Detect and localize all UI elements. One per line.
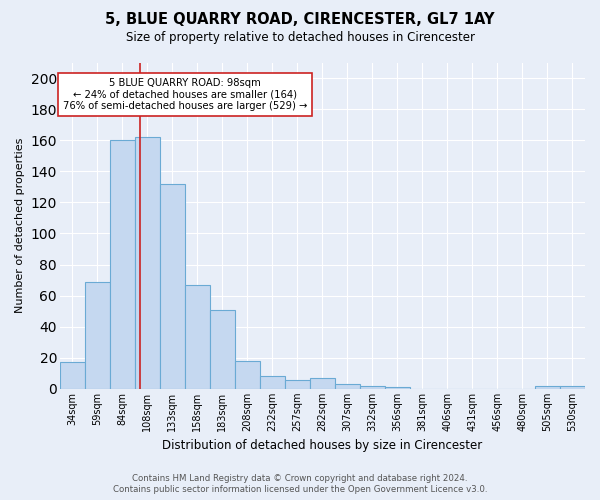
Bar — [260, 376, 285, 389]
X-axis label: Distribution of detached houses by size in Cirencester: Distribution of detached houses by size … — [162, 440, 482, 452]
Bar — [560, 386, 585, 389]
Bar — [535, 386, 560, 389]
Text: 5, BLUE QUARRY ROAD, CIRENCESTER, GL7 1AY: 5, BLUE QUARRY ROAD, CIRENCESTER, GL7 1A… — [105, 12, 495, 28]
Bar — [60, 362, 85, 389]
Text: Size of property relative to detached houses in Cirencester: Size of property relative to detached ho… — [125, 31, 475, 44]
Text: Contains HM Land Registry data © Crown copyright and database right 2024.
Contai: Contains HM Land Registry data © Crown c… — [113, 474, 487, 494]
Bar — [360, 386, 385, 389]
Bar — [235, 361, 260, 389]
Bar — [210, 310, 235, 389]
Bar — [110, 140, 135, 389]
Y-axis label: Number of detached properties: Number of detached properties — [15, 138, 25, 314]
Bar — [135, 137, 160, 389]
Bar — [285, 380, 310, 389]
Bar — [335, 384, 360, 389]
Bar — [310, 378, 335, 389]
Bar — [160, 184, 185, 389]
Bar — [85, 282, 110, 389]
Text: 5 BLUE QUARRY ROAD: 98sqm
← 24% of detached houses are smaller (164)
76% of semi: 5 BLUE QUARRY ROAD: 98sqm ← 24% of detac… — [62, 78, 307, 111]
Bar — [385, 388, 410, 389]
Bar — [185, 285, 210, 389]
